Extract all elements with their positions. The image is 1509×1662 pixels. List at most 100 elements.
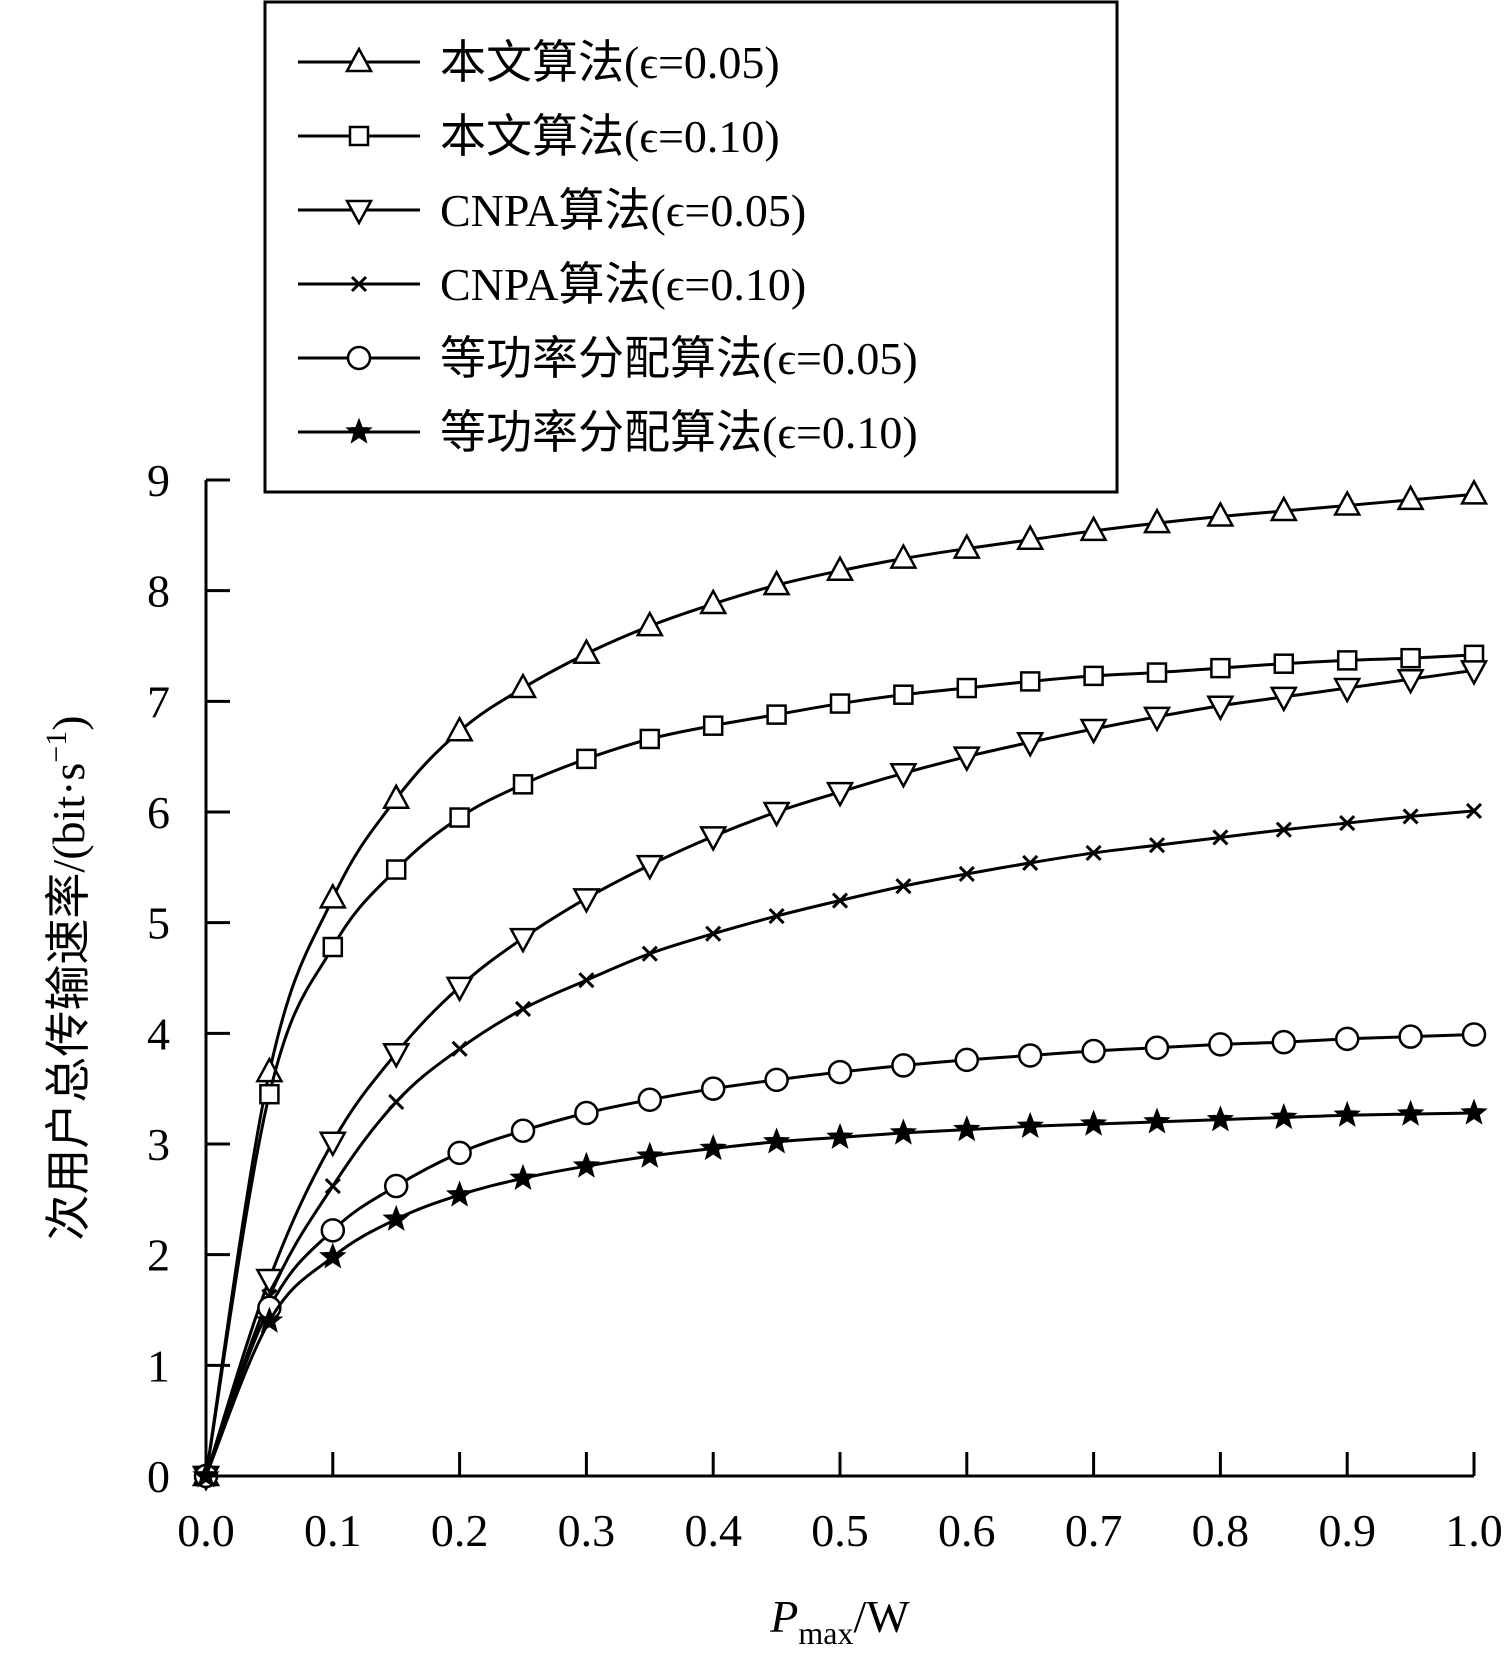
series-3-point-10: [825, 781, 855, 808]
series-5-point-18: [1334, 1026, 1360, 1052]
y-axis-title: 次用户总传输速率/(bit·s−1): [40, 715, 94, 1240]
series-6-point-17: [1270, 1103, 1298, 1130]
series-3-point-16: [1206, 695, 1235, 722]
series-4-point-20: [1465, 802, 1483, 819]
series-6-point-18: [1333, 1100, 1361, 1127]
series-2-point-10: [829, 693, 851, 714]
series-5-point-14: [1081, 1038, 1106, 1064]
series-2-point-5: [512, 774, 534, 795]
series-6-point-10: [826, 1122, 854, 1150]
series-1-point-9: [762, 569, 791, 596]
series-2-point-18: [1336, 650, 1358, 671]
series-1-point-11: [889, 542, 918, 569]
series-3-point-17: [1269, 686, 1298, 713]
series-2-point-17: [1273, 653, 1295, 674]
series-5-point-15: [1144, 1035, 1170, 1060]
series-6-point-16: [1206, 1105, 1235, 1132]
series-1-point-7: [635, 610, 664, 637]
legend-label-1: 本文算法(ϵ=0.05): [440, 37, 780, 88]
series-3-point-7: [635, 854, 664, 881]
series-2-point-19: [1400, 647, 1421, 669]
series-2-point-16: [1210, 657, 1231, 679]
series-3-point-20: [1459, 660, 1489, 686]
series-3-point-13: [1016, 732, 1045, 758]
series-6-point-6: [572, 1151, 601, 1178]
series-2-point-9: [766, 704, 787, 725]
series-6-point-15: [1143, 1107, 1171, 1134]
series-line-3: [204, 668, 1475, 1477]
series-1-point-18: [1333, 489, 1362, 516]
series-5-point-13: [1017, 1043, 1043, 1068]
y-tick-label: 4: [147, 1008, 170, 1059]
series-5-point-3: [383, 1173, 409, 1199]
series-3-point-19: [1396, 668, 1425, 695]
series-2-point-14: [1083, 665, 1104, 687]
x-tick-label: 0.2: [431, 1505, 489, 1556]
series-1-point-8: [699, 588, 728, 615]
series-5-point-4: [447, 1140, 472, 1166]
series-3-point-18: [1333, 677, 1362, 704]
series-5-point-17: [1271, 1029, 1297, 1055]
axes: 0 1 2 3 4 5 6 7 8 9 0.0 0.1 0.2 0.3 0.4 0.5 0.6 0.7 0.8 0.9…: [40, 455, 1503, 1651]
legend-label-5: 等功率分配算法(ϵ=0.05): [440, 333, 918, 384]
legend-label-3: CNPA算法(ϵ=0.05): [440, 185, 806, 236]
legend-marker-4: [350, 275, 368, 293]
series-1-point-16: [1206, 500, 1235, 527]
series-3-point-11: [889, 763, 918, 789]
series-4-point-16: [1212, 829, 1229, 846]
series-1-point-2: [318, 882, 347, 909]
series-3-point-2: [318, 1131, 347, 1158]
series-4-point-10: [831, 892, 849, 909]
series-3-point-14: [1079, 718, 1108, 745]
series-4-point-14: [1085, 844, 1102, 862]
series-4-point-5: [514, 1000, 532, 1018]
series-6-point-1: [255, 1306, 284, 1333]
series-6-point-3: [382, 1204, 410, 1231]
series-2-point-11: [893, 684, 914, 705]
legend: 本文算法(ϵ=0.05) 本文算法(ϵ=0.10) CNPA算法(ϵ=0.05) CN…: [263, 0, 1119, 494]
series-5-point-19: [1398, 1024, 1423, 1049]
x-tick-label: 0.1: [304, 1505, 362, 1556]
series-3-point-9: [762, 801, 791, 828]
legend-marker-1: [344, 46, 374, 73]
series-5-point-7: [637, 1087, 663, 1112]
series-6-point-4: [445, 1180, 474, 1207]
series-1-point-12: [952, 533, 981, 559]
series-1-point-3: [382, 783, 411, 809]
series-5-point-6: [574, 1100, 599, 1126]
series-6-point-5: [509, 1163, 537, 1190]
series-6-point-12: [953, 1115, 981, 1142]
y-tick-label: 2: [147, 1230, 170, 1281]
series-4-point-2: [324, 1177, 341, 1195]
x-axis-title: Pmax/W: [769, 1591, 910, 1651]
series-5-point-12: [954, 1047, 980, 1073]
series-3-point-15: [1142, 706, 1172, 733]
series-line-4: [204, 809, 1475, 1477]
y-tick-label: 0: [147, 1451, 170, 1502]
series-2-point-15: [1146, 662, 1168, 683]
series-2-point-12: [956, 677, 978, 699]
series-6-point-2: [319, 1242, 347, 1269]
series-4-point-3: [388, 1093, 405, 1111]
y-tick-label: 1: [147, 1340, 170, 1391]
series-2-point-13: [1019, 671, 1041, 692]
series-2-point-6: [576, 748, 597, 770]
legend-box: [263, 0, 1119, 494]
series-6-point-14: [1079, 1109, 1108, 1136]
series-4-point-4: [451, 1040, 468, 1057]
series-1-point-15: [1142, 507, 1172, 534]
y-tick-label: 9: [147, 455, 170, 506]
series-3-point-12: [952, 746, 981, 773]
series-1-point-17: [1269, 495, 1298, 522]
x-tick-label: 0.5: [811, 1505, 869, 1556]
legend-marker-3: [344, 199, 374, 226]
series-1-point-6: [572, 638, 601, 664]
legend-marker-6: [345, 417, 373, 444]
series-2-point-3: [385, 859, 407, 880]
series-3-point-5: [508, 927, 538, 954]
y-tick-label: 8: [147, 566, 170, 617]
series-line-1: [204, 492, 1475, 1477]
series-1-point-20: [1459, 478, 1489, 505]
series-6-point-13: [1016, 1111, 1044, 1138]
